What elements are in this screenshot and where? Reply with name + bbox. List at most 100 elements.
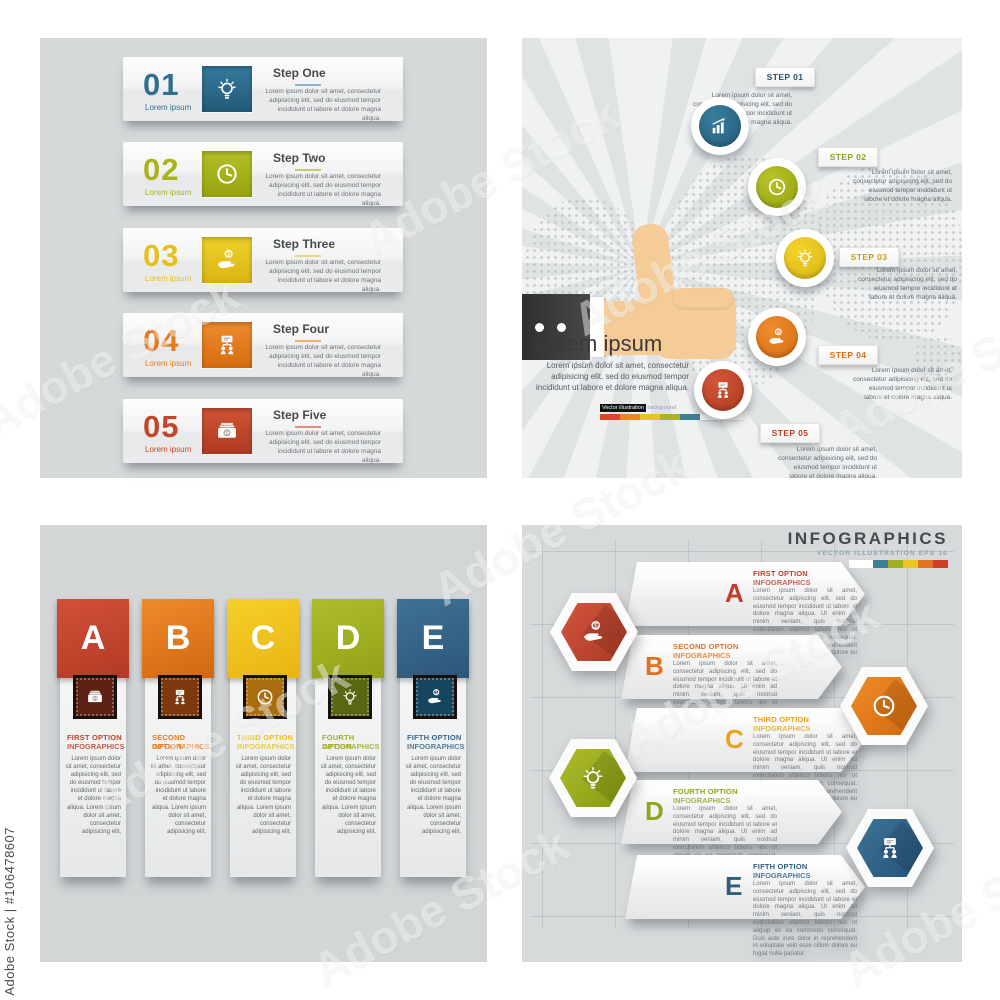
svg-text:$: $	[594, 623, 598, 630]
orgchart-icon	[876, 834, 904, 862]
circle-face	[702, 369, 744, 411]
coin-hand-icon: $	[766, 326, 788, 348]
column-header: C	[227, 599, 299, 678]
step-number: 05	[143, 409, 180, 444]
option-column: E $ FIFTH OPTION INFOGRAPHICS Lorem ipsu…	[397, 599, 469, 889]
option-subtitle: INFOGRAPHICS	[67, 742, 125, 751]
swatch	[888, 560, 903, 568]
caption-rest: background	[647, 405, 677, 411]
svg-text:$: $	[225, 431, 229, 437]
step-number-label: Lorem ipsum	[145, 188, 192, 197]
banner-title: THIRD OPTION	[753, 715, 810, 724]
banner-letter: A	[725, 578, 744, 608]
step-icon-tile: $	[202, 237, 252, 283]
panel-tab-columns: A $ FIRST OPTION INFOGRAPHICS Lorem ipsu…	[40, 525, 487, 962]
step-icon-tile	[202, 322, 252, 368]
stamp-icon-tile	[246, 678, 284, 716]
svg-text:$: $	[777, 330, 780, 336]
page-title: INFOGRAPHICS	[787, 529, 948, 548]
column-letter: A	[80, 619, 106, 657]
column-header: B	[142, 599, 214, 678]
circle-face	[699, 105, 741, 147]
step-number: 02	[143, 152, 180, 187]
orgchart-icon	[214, 332, 240, 358]
step-card: 02 Lorem ipsum Step Two Lorem ipsum dolo…	[123, 142, 403, 207]
swatch	[873, 560, 888, 568]
lightbulb-icon	[214, 76, 240, 102]
step-body-text: Lorem ipsum dolor sit amet, consectetur …	[265, 173, 381, 207]
swatch	[849, 560, 873, 568]
timeline-circle	[691, 97, 749, 155]
option-title: THIRD OPTION	[237, 733, 294, 742]
svg-text:$: $	[227, 251, 231, 258]
option-title: FIRST OPTION	[67, 733, 122, 742]
step-number-label: Lorem ipsum	[145, 274, 192, 283]
stock-id-watermark: Adobe Stock | #106478607	[2, 827, 17, 996]
step-body-text: Lorem ipsum dolor sit amet, consectetur …	[265, 259, 381, 293]
hexagon-face	[851, 677, 917, 735]
step-body-text: Lorem ipsum dolor sit amet, consectetur …	[777, 446, 877, 478]
swatch	[903, 560, 918, 568]
hexagon-icon-badge: $	[550, 593, 638, 671]
arrow-shape	[625, 855, 865, 919]
banner-body-text: Lorem ipsum dolor sit amet, consectetur …	[753, 881, 857, 958]
banner-title: FIRST OPTION	[753, 569, 808, 578]
hand-knuckle	[672, 288, 734, 310]
banknotes-icon: $	[85, 687, 105, 707]
arrow-banner: E FIFTH OPTION INFOGRAPHICS Lorem ipsum …	[625, 855, 865, 957]
arrow-shape	[625, 562, 865, 626]
step-card: 04 Lorem ipsum Step Four Lorem ipsum dol…	[123, 313, 403, 378]
step-number: 03	[143, 238, 180, 273]
lightbulb-icon	[340, 687, 360, 707]
coin-hand-icon: $	[425, 687, 445, 707]
sleeve-button	[535, 323, 544, 332]
arrow-shape	[621, 780, 842, 844]
panel-step-banners: 01 Lorem ipsum Step One Lorem ipsum dolo…	[40, 38, 487, 478]
stamp-icon-tile: $	[416, 678, 454, 716]
arrow-banner: D FOURTH OPTION INFOGRAPHICS Lorem ipsum…	[621, 780, 842, 882]
column-header: D	[312, 599, 384, 678]
step-label-badge: STEP 04	[818, 345, 878, 365]
arrow-banner: C THIRD OPTION INFOGRAPHICS Lorem ipsum …	[625, 708, 865, 810]
step-title: Step One	[273, 66, 326, 80]
option-title: FOURTH OPTION	[322, 733, 355, 751]
option-title: SECOND OPTION	[152, 733, 186, 751]
option-body-text: Lorem ipsum dolor sit amet, consectetur …	[65, 756, 121, 835]
option-subtitle: INFOGRAPHICS	[322, 742, 380, 751]
step-label-badge: STEP 05	[760, 423, 820, 443]
hexagon-icon-badge	[549, 739, 637, 817]
option-subtitle: INFOGRAPHICS	[407, 742, 465, 751]
title-underline	[295, 340, 321, 342]
banner-title: SECOND OPTION	[673, 642, 739, 651]
banner-letter: C	[725, 724, 744, 754]
option-subtitle: INFOGRAPHICS	[152, 742, 210, 751]
step-card: 03 Lorem ipsum $ Step Three Lorem ipsum …	[123, 228, 403, 293]
caption-highlight: Vector illustration	[600, 404, 646, 412]
step-number: 04	[143, 323, 180, 358]
step-body-text: Lorem ipsum dolor sit amet, consectetur …	[265, 344, 381, 378]
step-label-badge: STEP 03	[839, 247, 899, 267]
step-title: Step Four	[273, 322, 329, 336]
stamp-icon-tile	[331, 678, 369, 716]
arrow-shape	[625, 708, 865, 772]
option-column: B SECOND OPTION INFOGRAPHICS Lorem ipsum…	[142, 599, 214, 889]
banner-title: FOURTH OPTION	[673, 787, 738, 796]
option-body-text: Lorem ipsum dolor sit amet, consectetur …	[150, 756, 206, 835]
column-letter: E	[421, 619, 445, 657]
step-card: 01 Lorem ipsum Step One Lorem ipsum dolo…	[123, 57, 403, 122]
headline: Lorem ipsum	[535, 331, 663, 356]
clock-icon	[214, 161, 240, 187]
clock-icon	[255, 687, 275, 707]
swatch	[620, 414, 640, 420]
column-letter: C	[250, 619, 276, 657]
column-header: E	[397, 599, 469, 678]
step-number-label: Lorem ipsum	[145, 359, 192, 368]
step-body-text: Lorem ipsum dolor sit amet, consectetur …	[265, 88, 381, 122]
bar-chart-icon	[709, 115, 731, 137]
arrow-banner: A FIRST OPTION INFOGRAPHICS Lorem ipsum …	[625, 562, 865, 664]
orgchart-icon	[712, 379, 734, 401]
step-icon-tile: $	[202, 408, 252, 454]
timeline-circle: $	[748, 308, 806, 366]
panel-thumb-timeline: Lorem ipsum Lorem ipsum dolor sit amet, …	[522, 38, 962, 478]
step-title: Step Five	[273, 408, 327, 422]
